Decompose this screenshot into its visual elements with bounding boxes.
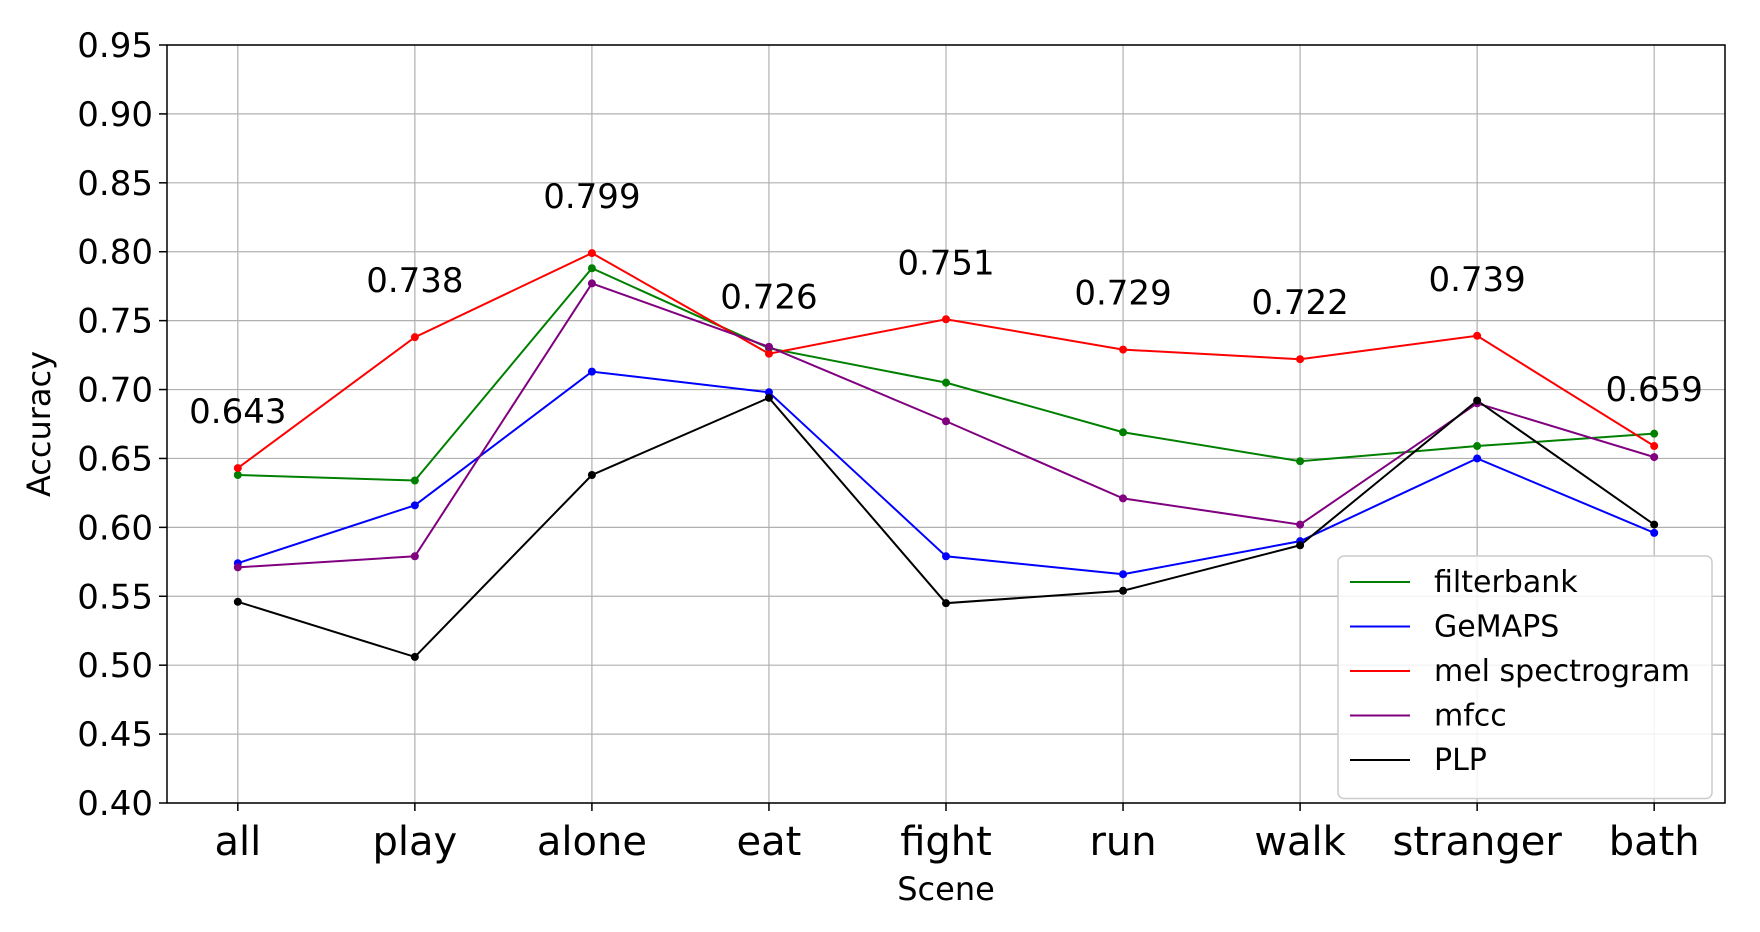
- data-point: [1650, 442, 1659, 451]
- data-label: 0.659: [1606, 370, 1703, 410]
- data-point: [1296, 457, 1305, 466]
- data-point: [587, 367, 596, 376]
- data-point: [410, 652, 419, 661]
- data-point: [233, 597, 242, 606]
- data-point: [1473, 454, 1482, 463]
- data-point: [1119, 428, 1128, 437]
- x-tick-label: bath: [1609, 819, 1700, 865]
- data-point: [587, 264, 596, 273]
- x-axis-title: Scene: [897, 870, 995, 908]
- data-label: 0.722: [1251, 283, 1348, 323]
- y-tick-label: 0.50: [77, 646, 153, 686]
- data-label: 0.729: [1074, 274, 1171, 314]
- legend-box: [1337, 555, 1713, 800]
- data-label: 0.739: [1428, 260, 1525, 300]
- x-tick-label: alone: [537, 819, 647, 865]
- data-point: [1119, 494, 1128, 503]
- data-point: [233, 464, 242, 473]
- data-point: [942, 417, 950, 426]
- data-label: 0.738: [366, 261, 463, 301]
- data-points: [233, 249, 1659, 661]
- x-tick-label: run: [1089, 819, 1156, 865]
- data-point: [1473, 442, 1482, 451]
- y-tick-label: 0.80: [77, 233, 153, 273]
- data-point: [1650, 520, 1659, 529]
- legend: filterbank GeMAPS mel spectrogram mfcc PLP: [1337, 555, 1713, 800]
- data-point: [764, 388, 773, 397]
- data-point: [1119, 586, 1128, 595]
- data-point: [233, 470, 242, 479]
- y-tick-label: 0.55: [77, 577, 153, 617]
- y-tick-label: 0.85: [77, 164, 153, 204]
- data-point: [1650, 453, 1659, 462]
- y-tick-label: 0.40: [77, 784, 153, 824]
- x-tick-label: stranger: [1392, 819, 1562, 865]
- x-tick-label: eat: [737, 819, 802, 865]
- data-point: [1296, 541, 1305, 550]
- legend-label: mel spectrogram: [1434, 654, 1690, 689]
- x-tick-label: play: [373, 819, 458, 865]
- data-point: [587, 249, 596, 258]
- y-tick-label: 0.90: [77, 95, 153, 135]
- data-point: [410, 333, 419, 342]
- data-point: [764, 342, 773, 351]
- data-point: [587, 470, 596, 479]
- data-point: [942, 552, 950, 561]
- data-point: [410, 552, 419, 561]
- data-point: [764, 349, 773, 358]
- data-label: 0.799: [543, 177, 640, 217]
- data-point: [1473, 331, 1482, 340]
- y-axis-title: Accuracy: [20, 351, 58, 497]
- data-point: [1119, 570, 1128, 579]
- data-point: [1296, 355, 1305, 364]
- data-point: [942, 378, 950, 387]
- x-tick-label: fight: [900, 819, 992, 865]
- axis-ticks: 0.40 0.45 0.50 0.55 0.60 0.65 0.70 0.75 0.80 0.85…: [77, 26, 1699, 865]
- data-point: [1473, 396, 1482, 405]
- y-tick-label: 0.60: [77, 508, 153, 548]
- legend-label: mfcc: [1434, 699, 1507, 734]
- y-tick-label: 0.70: [77, 371, 153, 411]
- data-point: [942, 599, 950, 608]
- value-annotations: 0.643 0.738 0.799 0.726 0.751 0.729 0.722 0.739…: [189, 177, 1703, 432]
- data-point: [410, 476, 419, 485]
- data-point: [1119, 345, 1128, 354]
- data-point: [942, 315, 950, 324]
- data-label: 0.751: [897, 243, 994, 283]
- x-tick-label: all: [214, 819, 261, 865]
- y-tick-label: 0.95: [77, 26, 153, 66]
- data-point: [764, 393, 773, 402]
- legend-label: filterbank: [1434, 565, 1578, 600]
- data-point: [1296, 520, 1305, 529]
- x-tick-label: walk: [1254, 819, 1346, 865]
- data-point: [1650, 528, 1659, 537]
- y-tick-label: 0.75: [77, 302, 153, 342]
- legend-label: PLP: [1434, 743, 1487, 778]
- y-tick-label: 0.65: [77, 439, 153, 479]
- y-tick-label: 0.45: [77, 715, 153, 755]
- data-label: 0.643: [189, 392, 286, 432]
- data-point: [233, 563, 242, 572]
- data-label: 0.726: [720, 278, 817, 318]
- data-point: [587, 279, 596, 288]
- data-point: [1650, 429, 1659, 438]
- legend-label: GeMAPS: [1434, 610, 1559, 645]
- data-point: [410, 501, 419, 510]
